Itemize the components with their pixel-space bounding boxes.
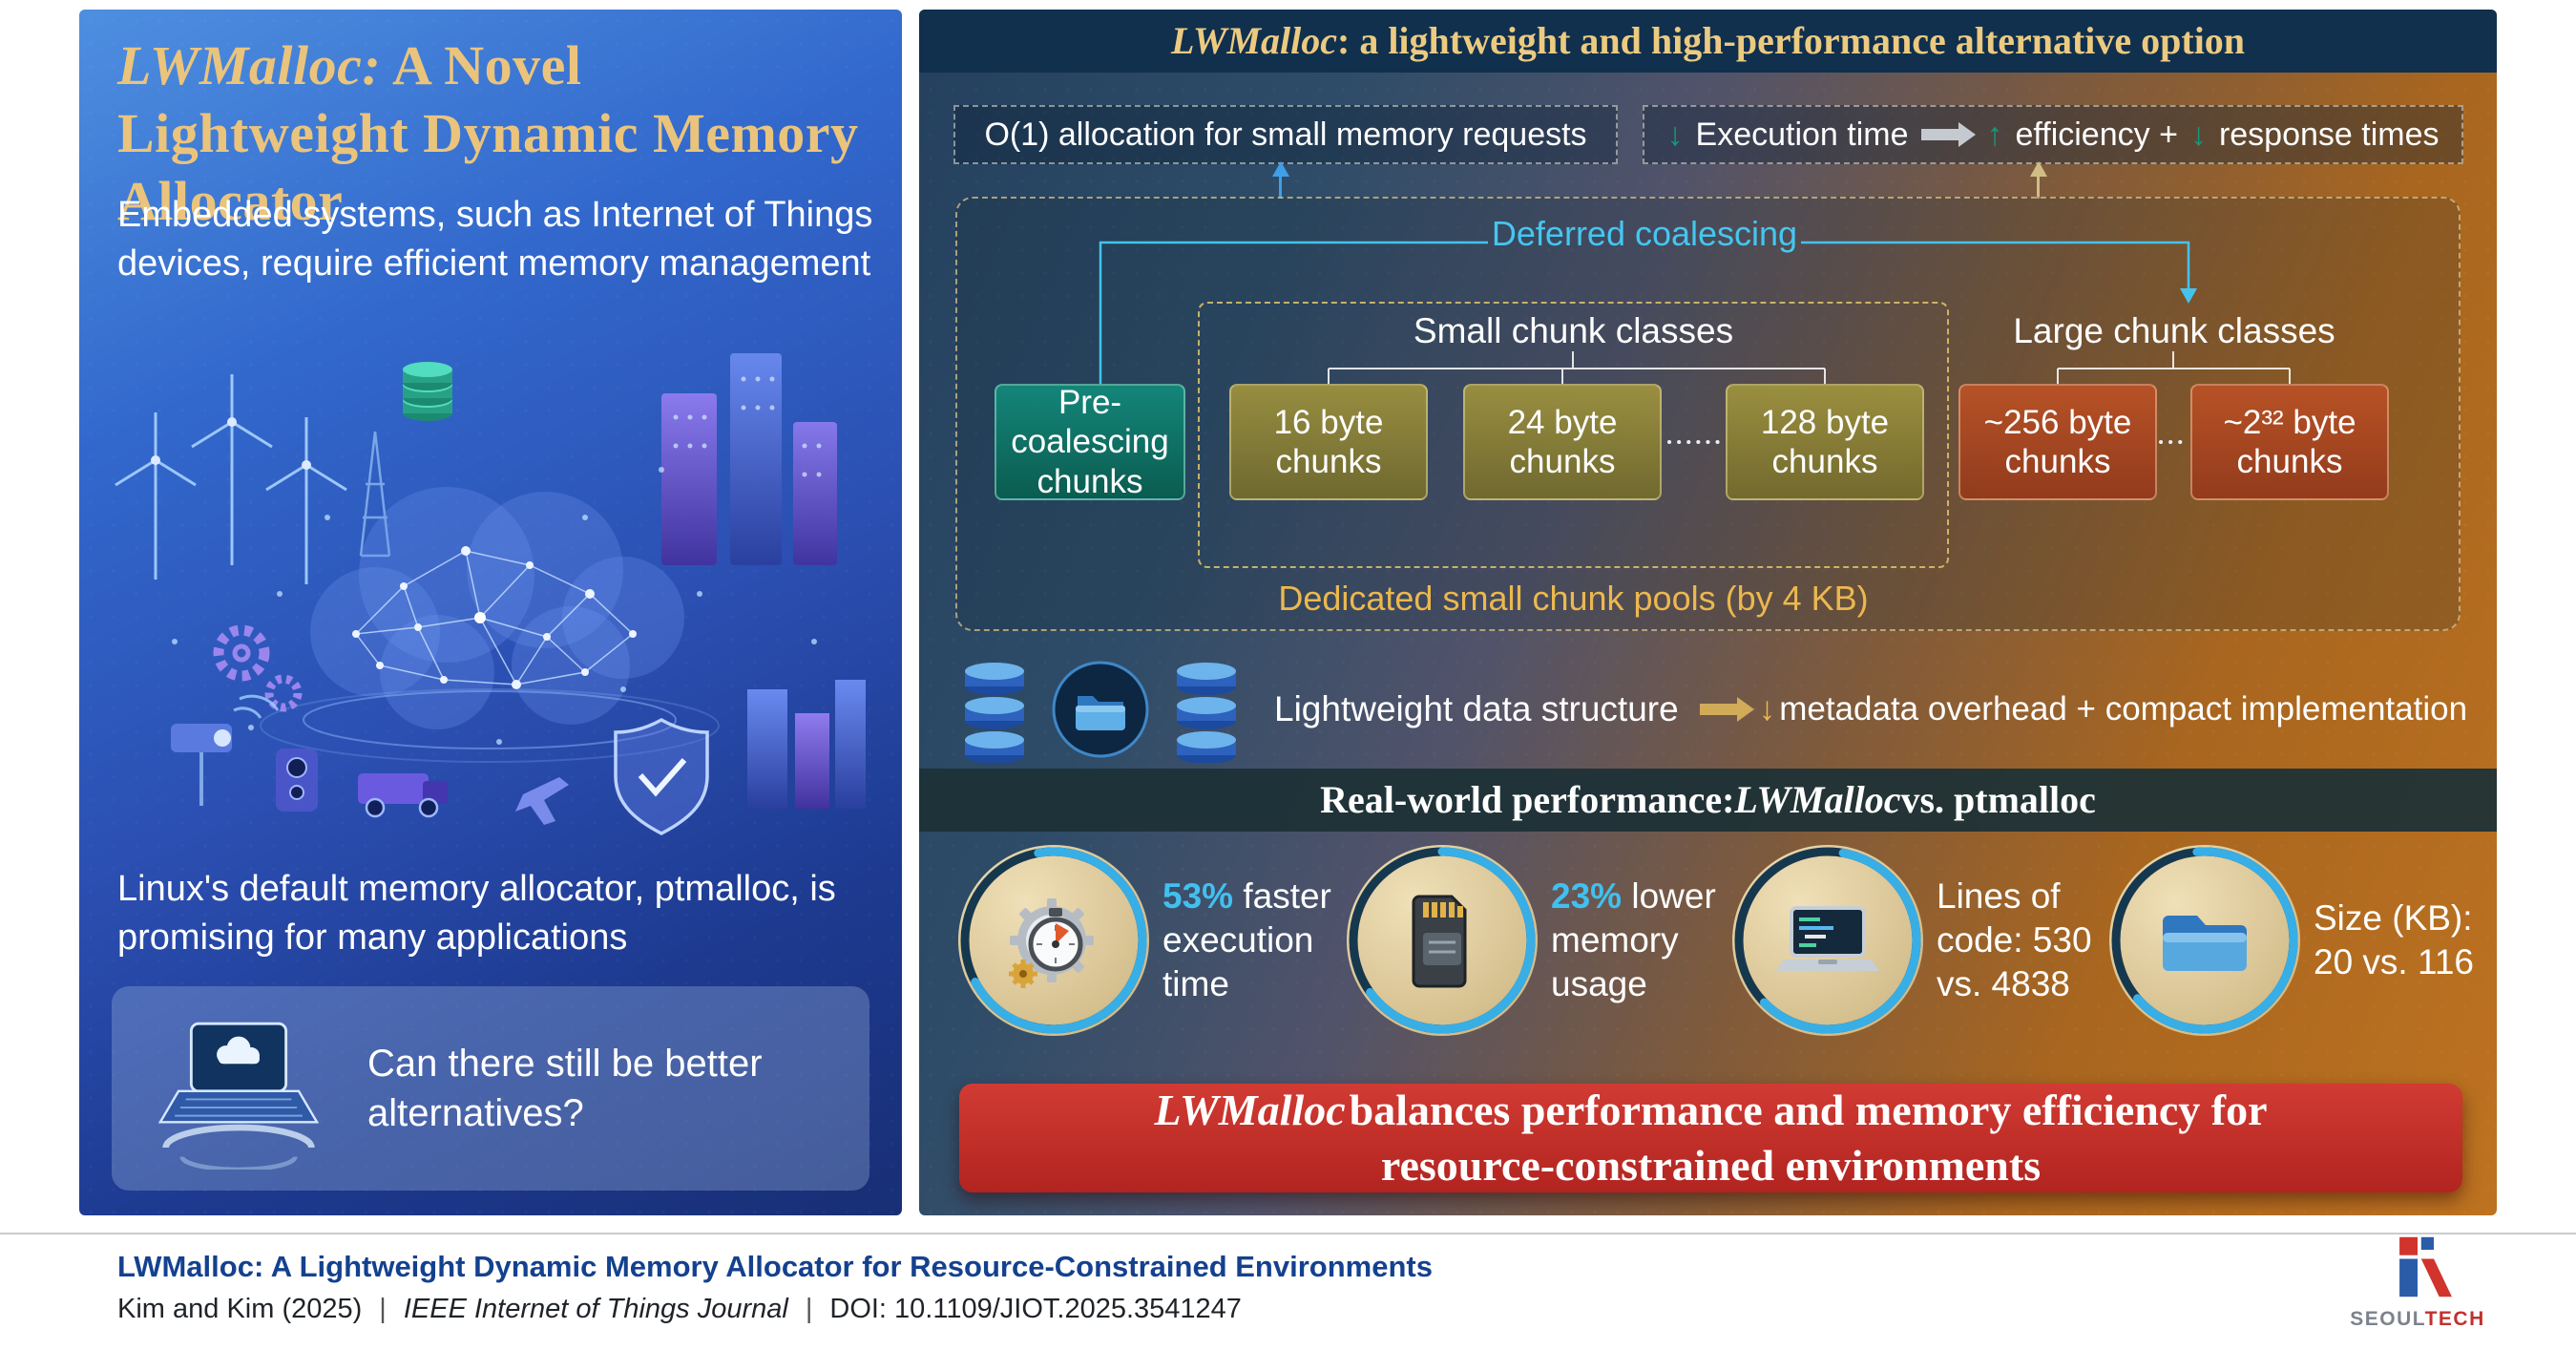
chunk-diagram: Deferred coalescing Small chunk classes …	[955, 197, 2461, 631]
diagram-connectors	[1099, 241, 2291, 444]
stat-value: 23%	[1551, 875, 1623, 916]
down-arrow-icon: ↓	[1666, 116, 1684, 153]
left-panel: LWMalloc: A Novel Lightweight Dynamic Me…	[79, 10, 902, 1215]
stat-execution-time: 53% faster execution time	[958, 845, 1358, 1036]
large-chunk-classes-title: Large chunk classes	[2013, 311, 2335, 350]
stat-label: Size (KB): 20 vs. 116	[2314, 896, 2497, 985]
main-title-rest: A Novel Lightweight Dynamic Memory Alloc…	[117, 34, 859, 232]
chunk-24-box: 24 byte chunks	[1463, 384, 1662, 500]
lightweight-row: Lightweight data structure ↓ metadata ove…	[953, 647, 2475, 771]
chip-exec-label1: Execution time	[1695, 116, 1909, 153]
logo-seoul: SEOUL	[2350, 1308, 2425, 1330]
up-connector-blue-icon	[1279, 176, 1282, 199]
stat-value: 53%	[1162, 875, 1234, 916]
conclusion-text: LWMallocbalances performance and memory …	[1077, 1083, 2346, 1193]
memory-card-icon	[1347, 845, 1538, 1036]
stat-binary-size: Size (KB): 20 vs. 116	[2109, 845, 2497, 1036]
paper-title: LWMalloc: A Lightweight Dynamic Memory A…	[117, 1250, 1433, 1283]
chip-exec-label3: response times	[2218, 116, 2440, 153]
folder-icon	[2109, 845, 2300, 1036]
right-header: LWMalloc: a lightweight and high-perform…	[919, 10, 2497, 73]
pre-coalescing-box: Pre-coalescing chunks	[995, 384, 1185, 500]
main-title-em: LWMalloc:	[117, 34, 382, 96]
stat-label: Lines of code: 530 vs. 4838	[1937, 875, 2127, 1007]
stat-text: Lines of code: 530 vs. 4838	[1937, 875, 2092, 1004]
chunk-256-box: ~256 byte chunks	[1958, 384, 2157, 500]
seoultech-logo: SEOULTECH	[2336, 1234, 2499, 1329]
chip-execution-time: ↓ Execution time ↑ efficiency + ↓ respon…	[1643, 105, 2463, 164]
intro-text: Embedded systems, such as Internet of Th…	[117, 195, 873, 284]
lightweight-benefit: ↓ metadata overhead + compact implementat…	[1759, 690, 2467, 728]
authors: Kim and Kim (2025)	[117, 1294, 363, 1324]
doi: DOI: 10.1109/JIOT.2025.3541247	[829, 1294, 1242, 1324]
small-chunk-frame	[1198, 302, 1949, 568]
chip-o1-allocation: O(1) allocation for small memory request…	[953, 105, 1618, 164]
logo-tech: TECH	[2424, 1308, 2485, 1330]
chip-exec-label2: efficiency +	[2015, 116, 2178, 153]
lightweight-benefit-text: metadata overhead + compact implementati…	[1779, 690, 2468, 728]
perf-header-post: vs. ptmalloc	[1900, 778, 2096, 821]
separator: |	[805, 1294, 813, 1324]
chip-o1-text: O(1) allocation for small memory request…	[984, 116, 1587, 153]
up-arrow-icon: ↑	[1986, 116, 2003, 153]
code-laptop-icon	[1732, 845, 1923, 1036]
stat-label: 23% lower memory usage	[1551, 875, 1742, 1007]
stat-lines-of-code: Lines of code: 530 vs. 4838	[1732, 845, 2127, 1036]
conclusion-em: LWMalloc	[1154, 1086, 1346, 1135]
right-arrow-icon	[1920, 129, 1959, 140]
small-chunk-classes-title: Small chunk classes	[1413, 311, 1734, 350]
chunk-2-32-box: ~2³² byte chunks	[2190, 384, 2389, 500]
folder-circle-icon	[1052, 661, 1149, 758]
footer-divider	[0, 1233, 2576, 1234]
stat-text: Size (KB): 20 vs. 116	[2314, 897, 2474, 981]
conclusion-banner: LWMallocbalances performance and memory …	[959, 1084, 2462, 1192]
seoultech-logo-text: SEOULTECH	[2336, 1309, 2499, 1329]
right-header-rest: : a lightweight and high-performance alt…	[1337, 19, 2246, 62]
stat-text: lower memory usage	[1551, 875, 1716, 1004]
question-text: Can there still be better alternatives?	[367, 1043, 763, 1134]
stat-memory-usage: 23% lower memory usage	[1347, 845, 1742, 1036]
main-title: LWMalloc: A Novel Lightweight Dynamic Me…	[117, 32, 886, 235]
database-icon	[965, 663, 1024, 763]
conclusion-rest: balances performance and memory efficien…	[1349, 1086, 2268, 1190]
stat-text: faster execution time	[1162, 875, 1331, 1004]
perf-header-pre: Real-world performance:	[1320, 778, 1735, 821]
pools-label: Dedicated small chunk pools (by 4 KB)	[1278, 579, 1869, 618]
laptop-cloud-icon	[157, 1022, 320, 1170]
performance-header: Real-world performance: LWMalloc vs. ptm…	[919, 769, 2497, 832]
right-panel: LWMalloc: a lightweight and high-perform…	[919, 10, 2497, 1215]
paper-citation: Kim and Kim (2025) | IEEE Internet of Th…	[117, 1293, 1242, 1326]
database-icon	[1177, 663, 1236, 763]
deferred-coalescing-label: Deferred coalescing	[1491, 214, 1798, 253]
journal-name: IEEE Internet of Things Journal	[403, 1294, 788, 1324]
separator: |	[379, 1294, 387, 1324]
right-header-em: LWMalloc	[1170, 19, 1337, 62]
chunk-128-box: 128 byte chunks	[1726, 384, 1924, 500]
down-arrow-icon: ↓	[2189, 116, 2207, 153]
up-connector-tan-icon	[2037, 176, 2040, 199]
iot-illustration-svg	[115, 353, 866, 835]
ptmalloc-note: Linux's default memory allocator, ptmall…	[117, 869, 836, 958]
seoultech-logo-mark	[2399, 1236, 2452, 1297]
stopwatch-icon	[958, 845, 1149, 1036]
chunk-16-box: 16 byte chunks	[1229, 384, 1428, 500]
perf-header-em: LWMalloc	[1734, 778, 1901, 821]
gold-down-arrow-icon: ↓	[1758, 690, 1776, 728]
iot-illustration	[89, 279, 892, 852]
lightweight-label: Lightweight data structure	[1274, 689, 1679, 728]
gold-right-arrow-icon	[1699, 704, 1738, 715]
question-box: Can there still be better alternatives?	[112, 986, 869, 1191]
stat-label: 53% faster execution time	[1162, 875, 1358, 1007]
